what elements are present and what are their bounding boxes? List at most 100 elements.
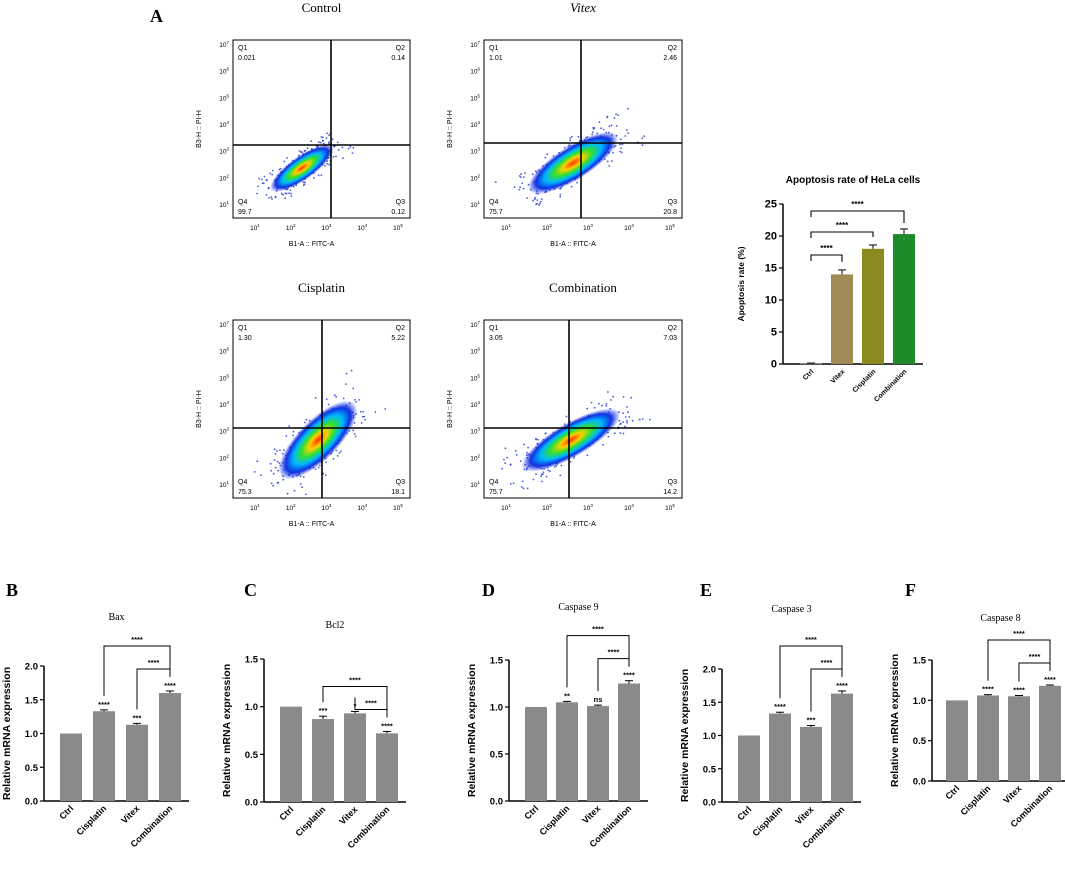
panel-letter-e: E bbox=[700, 580, 712, 600]
quadrant-q1-label: Q1 bbox=[489, 45, 498, 52]
panel-letter-a: A bbox=[150, 6, 163, 26]
flow-event bbox=[565, 415, 568, 418]
y-tick-label: 1.0 bbox=[25, 729, 38, 740]
flow-event bbox=[521, 486, 523, 488]
flow-event bbox=[336, 455, 339, 457]
flow-event bbox=[304, 149, 307, 152]
flow-event bbox=[290, 195, 293, 197]
flow-event bbox=[340, 450, 342, 453]
bar-significance-label: **** bbox=[98, 700, 110, 709]
flow-ytick-label: 107 bbox=[470, 320, 480, 329]
significance-bracket: **** bbox=[566, 625, 630, 688]
quadrant-q2-label: Q2 bbox=[668, 45, 677, 52]
bar-ctrl bbox=[525, 707, 547, 801]
chart-bax: Bax 0.0 0.5 1.0 1.5 2.0 Relative mRNA expressi… bbox=[1, 612, 189, 849]
bar-ctrl bbox=[800, 363, 822, 365]
flow-event bbox=[569, 139, 571, 142]
flow-event bbox=[522, 487, 525, 490]
flow-title: Cisplatin bbox=[298, 280, 345, 295]
flow-event bbox=[641, 418, 644, 420]
x-tick-label: Ctrl bbox=[802, 368, 816, 382]
flow-event bbox=[301, 486, 303, 489]
flow-event bbox=[621, 143, 624, 146]
x-tick-label: Vitex bbox=[830, 368, 847, 385]
x-tick-label: Cisplatin bbox=[537, 803, 571, 837]
flow-event bbox=[610, 399, 612, 401]
bar-cisplatin bbox=[769, 713, 791, 802]
bar-ctrl bbox=[60, 733, 82, 801]
flow-event bbox=[518, 188, 521, 191]
y-tick-label: 1.0 bbox=[245, 702, 258, 713]
bracket-line bbox=[810, 254, 843, 262]
flow-event bbox=[332, 458, 335, 460]
bracket-line bbox=[810, 210, 905, 223]
x-tick-label: Cisplatin bbox=[852, 368, 878, 394]
flow-xtick-label: 104 bbox=[624, 223, 634, 232]
y-tick-label: 1.5 bbox=[913, 656, 927, 667]
flow-event bbox=[335, 395, 338, 398]
flow-frame bbox=[483, 319, 683, 499]
bar-combination bbox=[618, 683, 640, 801]
quadrant-q2-label: Q2 bbox=[396, 325, 405, 332]
flow-xtick-label: 101 bbox=[250, 503, 260, 512]
flow-event bbox=[536, 199, 539, 202]
flow-event bbox=[536, 202, 538, 205]
quadrant-q1-label: Q1 bbox=[489, 325, 498, 332]
flow-event bbox=[285, 435, 288, 437]
flow-event bbox=[274, 453, 277, 455]
flow-event bbox=[541, 480, 543, 483]
flow-density-blob bbox=[278, 400, 358, 480]
bar-significance-label: *** bbox=[319, 706, 328, 715]
quadrant-q2-value: 0.14 bbox=[391, 55, 405, 62]
bar-vitex bbox=[344, 713, 366, 802]
flow-event bbox=[318, 141, 320, 144]
flow-event bbox=[535, 473, 537, 475]
bar-combination bbox=[159, 693, 181, 801]
flow-event bbox=[312, 177, 315, 179]
chart-title: Bax bbox=[108, 612, 124, 623]
flow-event bbox=[325, 398, 328, 401]
flow-event bbox=[256, 460, 259, 463]
flow-event bbox=[523, 443, 525, 446]
flow-event bbox=[360, 422, 363, 424]
flow-event bbox=[358, 399, 361, 401]
flow-event bbox=[256, 192, 258, 195]
flow-event bbox=[506, 456, 509, 459]
flow-event bbox=[270, 482, 273, 485]
flow-event bbox=[328, 163, 330, 166]
flow-event bbox=[345, 383, 347, 385]
significance-bracket: **** bbox=[810, 200, 905, 223]
y-tick-label: 1.0 bbox=[490, 703, 503, 714]
flow-event bbox=[280, 192, 283, 195]
bar-cisplatin bbox=[93, 711, 115, 801]
bar-significance-label: *** bbox=[807, 716, 816, 725]
y-tick-label: 1.0 bbox=[703, 731, 716, 742]
bracket-line bbox=[779, 645, 843, 699]
flow-event bbox=[302, 181, 305, 184]
flow-event bbox=[542, 471, 545, 474]
bar-significance-label: **** bbox=[623, 671, 635, 680]
flow-event bbox=[290, 192, 292, 195]
flow-ytick-label: 105 bbox=[470, 373, 480, 382]
flow-event bbox=[301, 151, 303, 154]
x-tick-label: Cisplatin bbox=[958, 783, 992, 817]
flow-event bbox=[320, 136, 323, 138]
quadrant-q1-value: 3.05 bbox=[489, 335, 503, 342]
flow-event bbox=[288, 425, 291, 427]
bracket-label: **** bbox=[131, 635, 143, 644]
flow-ytick-label: 106 bbox=[470, 67, 480, 76]
flow-title: Control bbox=[302, 0, 342, 15]
flow-xtick-label: 102 bbox=[542, 223, 552, 232]
flow-event bbox=[520, 173, 522, 176]
x-tick-label: Cisplatin bbox=[750, 804, 784, 838]
y-tick-label: 15 bbox=[765, 263, 777, 275]
flow-event bbox=[325, 461, 327, 464]
flow-ytick-label: 102 bbox=[219, 453, 229, 462]
flow-event bbox=[622, 412, 624, 414]
bracket-label: **** bbox=[851, 200, 864, 209]
flow-event bbox=[619, 432, 622, 434]
y-tick-label: 2.0 bbox=[25, 662, 38, 673]
quadrant-q4-value: 99.7 bbox=[238, 209, 252, 216]
flow-ytick-label: 106 bbox=[470, 347, 480, 356]
flow-event bbox=[351, 152, 354, 155]
